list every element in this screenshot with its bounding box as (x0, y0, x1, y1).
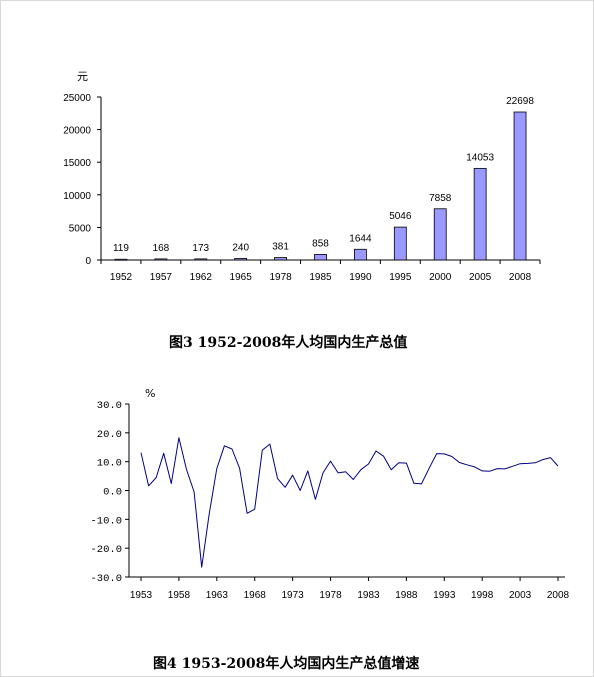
x-tick-label: 1983 (357, 590, 380, 601)
data-label: 5046 (389, 211, 412, 222)
x-tick-label: 1958 (168, 590, 191, 601)
y-tick-label: 5000 (69, 223, 92, 234)
x-tick-label: 1965 (230, 272, 253, 283)
x-tick-label: 2008 (547, 590, 570, 601)
x-tick-label: 1978 (319, 590, 342, 601)
bar (513, 111, 527, 261)
x-tick-label: 1957 (150, 272, 173, 283)
x-tick-label: 2005 (469, 272, 492, 283)
x-tick-label: 1998 (471, 590, 494, 601)
bar (234, 258, 248, 261)
y-tick-label: -20.0 (90, 544, 122, 556)
x-tick-label: 2000 (429, 272, 452, 283)
y-tick-label: 10.0 (97, 458, 122, 470)
bar-chart-per-capita-gdp: 元 0 5000 10000 15000 20000 25000 119 1952 168 1957… (63, 70, 541, 283)
bar (154, 258, 168, 261)
data-label: 14053 (466, 152, 494, 163)
line-chart-title: 图4 1953-2008年人均国内生产总值增速 (153, 656, 420, 672)
x-tick-label: 1968 (244, 590, 267, 601)
bar (274, 257, 287, 261)
bar (433, 208, 447, 261)
bar (114, 258, 128, 261)
y-tick-label: 20000 (63, 126, 91, 137)
data-label: 168 (153, 243, 170, 254)
x-tick-label: 1995 (389, 272, 412, 283)
data-label: 1644 (349, 233, 372, 244)
y-tick-label: 0.0 (103, 487, 122, 499)
y-tick-label: 25000 (63, 93, 91, 104)
x-tick-label: 1962 (190, 272, 213, 283)
x-tick-label: 1953 (130, 590, 153, 601)
bar (393, 226, 407, 261)
bar (354, 248, 367, 261)
x-tick-label: 1952 (110, 272, 133, 283)
x-tick-label: 1985 (309, 272, 332, 283)
x-tick-label: 1978 (269, 272, 292, 283)
y-tick-label: 0 (85, 256, 91, 267)
x-tick-label: 1993 (433, 590, 456, 601)
y-tick-label: 10000 (63, 191, 91, 202)
data-label: 119 (113, 243, 129, 254)
x-tick-label: 1963 (206, 590, 229, 601)
data-label: 381 (272, 242, 289, 253)
bar (473, 167, 487, 261)
y-tick-label: 20.0 (97, 429, 122, 441)
y-axis-unit-label: % (145, 387, 155, 400)
x-tick-label: 2003 (509, 590, 532, 601)
bar (314, 254, 327, 261)
data-label: 7858 (429, 193, 452, 204)
y-tick-label: -10.0 (90, 515, 122, 527)
y-axis-unit-label: 元 (77, 70, 88, 83)
data-label: 240 (232, 242, 249, 253)
data-label: 858 (312, 238, 329, 249)
data-label: 173 (192, 243, 209, 254)
y-tick-label: 30.0 (97, 400, 122, 412)
x-tick-label: 1988 (395, 590, 418, 601)
y-tick-label: -30.0 (90, 573, 122, 585)
y-tick-label: 15000 (63, 158, 91, 169)
x-tick-label: 1973 (282, 590, 305, 601)
bar (194, 258, 208, 261)
data-label: 22698 (506, 96, 534, 107)
x-tick-label: 2008 (509, 272, 532, 283)
growth-rate-series-line (140, 437, 559, 568)
line-chart-per-capita-gdp-growth: % -30.0 -20.0 -10.0 0.0 10.0 20.0 30.0 1953 1958 1… (90, 387, 570, 601)
bar-chart-title: 图3 1952-2008年人均国内生产总值 (169, 335, 408, 351)
x-tick-label: 1990 (349, 272, 372, 283)
